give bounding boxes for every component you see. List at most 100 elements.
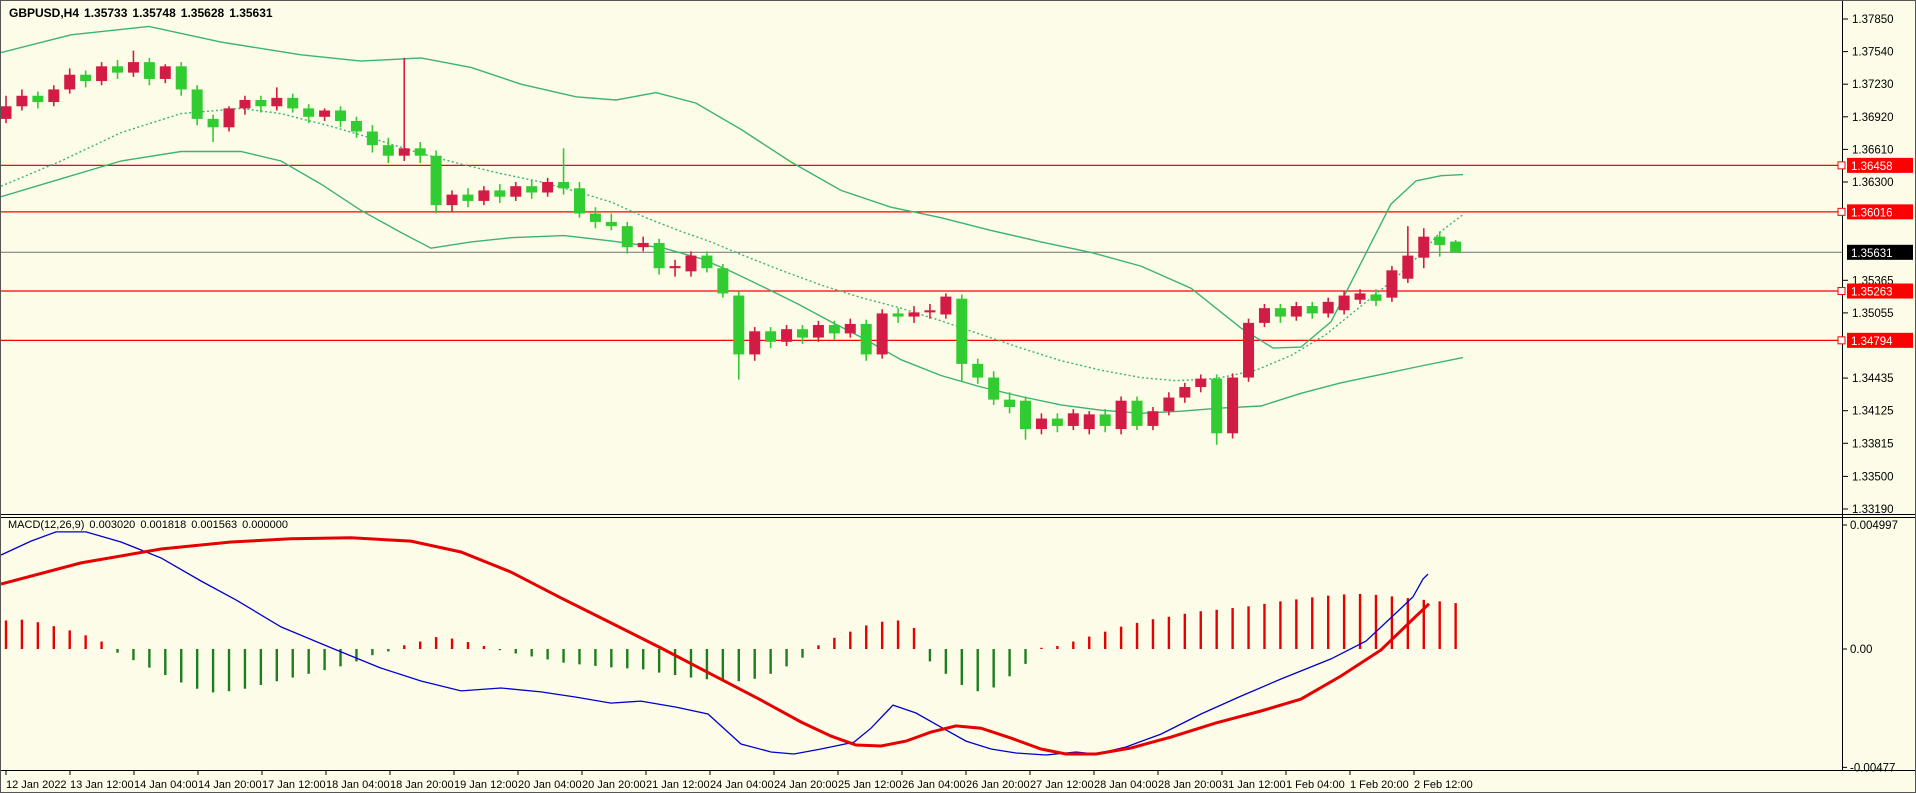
candle-body xyxy=(191,89,203,119)
level-price-badge[interactable] xyxy=(1847,332,1913,348)
candle-body xyxy=(797,329,808,338)
time-tick-label: 12 Jan 2022 xyxy=(6,779,67,791)
level-line-handle[interactable] xyxy=(1837,207,1846,216)
price-tick-label: 1.33190 xyxy=(1852,504,1894,516)
candle-body xyxy=(573,188,585,214)
symbol-period-label: GBPUSD,H4 xyxy=(9,6,80,20)
price-tick-label: 1.34435 xyxy=(1852,373,1894,385)
macd-value-4: 0.000000 xyxy=(242,519,288,531)
candle-body xyxy=(1004,399,1016,408)
candle-body xyxy=(1370,294,1382,301)
time-tick-label: 1 Feb 20:00 xyxy=(1350,779,1409,791)
candle-body xyxy=(350,120,362,132)
candle-body xyxy=(64,74,76,90)
candle-body xyxy=(159,66,171,79)
candle-body xyxy=(1211,378,1223,434)
time-tick-label: 2 Feb 12:00 xyxy=(1414,779,1473,791)
level-line-handle[interactable] xyxy=(1837,287,1846,296)
candle-body xyxy=(1083,414,1095,430)
candle-body xyxy=(988,377,1000,400)
badge-label: 1.35263 xyxy=(1851,287,1893,299)
level-price-badge[interactable] xyxy=(1847,204,1913,220)
macd-histogram xyxy=(4,593,1457,693)
level-price-badge[interactable] xyxy=(1847,157,1913,173)
time-tick-label: 31 Jan 12:00 xyxy=(1222,779,1286,791)
current-price-badge[interactable] xyxy=(1847,244,1913,260)
candle-body xyxy=(1322,301,1334,314)
candle-body xyxy=(1020,400,1032,430)
price-tick-label: 1.36300 xyxy=(1852,177,1894,189)
time-tick-label: 14 Jan 20:00 xyxy=(198,779,262,791)
candle-body xyxy=(1354,293,1366,300)
candle-body xyxy=(733,295,745,355)
candle-body xyxy=(143,62,155,79)
price-axis-badges[interactable]: 1.36458 1.36016 1.35263 1.34794 1.35631 xyxy=(1837,157,1913,348)
candle-body xyxy=(510,186,522,197)
price-tick-label: 1.33815 xyxy=(1852,438,1894,450)
candle-body xyxy=(717,268,729,294)
candle-body xyxy=(1274,308,1286,317)
level-price-badge[interactable] xyxy=(1847,283,1913,299)
candle-body xyxy=(319,110,331,117)
candle-body xyxy=(80,74,92,82)
candle-body xyxy=(1131,400,1143,426)
candle-body xyxy=(956,298,968,364)
price-tick-label: 1.34125 xyxy=(1852,406,1894,418)
candle-body xyxy=(828,324,840,334)
candle-body xyxy=(382,145,394,156)
candle-body xyxy=(1195,378,1207,388)
candle-body xyxy=(1386,270,1398,298)
time-axis[interactable]: 12 Jan 2022 13 Jan 12:00 14 Jan 04:00 14 Ja… xyxy=(5,770,1473,791)
candle-body xyxy=(1338,295,1350,311)
candle-body xyxy=(1290,306,1302,317)
candle-body xyxy=(335,110,347,121)
macd-tick-label: 0.00 xyxy=(1850,644,1872,656)
candle-body xyxy=(1434,236,1446,246)
macd-name: MACD(12,26,9) xyxy=(8,519,85,531)
candle-body xyxy=(1051,418,1063,426)
time-tick-label: 24 Jan 20:00 xyxy=(774,779,838,791)
candle-body xyxy=(462,194,474,201)
time-tick-label: 14 Jan 04:00 xyxy=(134,779,198,791)
level-line-handle[interactable] xyxy=(1837,336,1846,345)
time-tick-label: 20 Jan 04:00 xyxy=(518,779,582,791)
price-tick-label: 1.36920 xyxy=(1852,112,1894,124)
price-tick-label: 1.35055 xyxy=(1852,308,1894,320)
candle-body xyxy=(287,97,299,109)
macd-line xyxy=(1,531,1429,756)
candle-body xyxy=(1227,377,1239,434)
macd-tick-label: -0.00477 xyxy=(1850,762,1895,774)
macd-signal-line xyxy=(1,536,1431,756)
macd-value-3: 0.001563 xyxy=(191,519,238,531)
time-tick-label: 26 Jan 04:00 xyxy=(902,779,966,791)
candle-body xyxy=(908,312,920,317)
time-tick-label: 28 Jan 04:00 xyxy=(1094,779,1158,791)
level-line-handle[interactable] xyxy=(1837,161,1846,170)
panel-borders xyxy=(1,1,1915,771)
candle-body xyxy=(32,95,44,103)
candle-body xyxy=(303,108,315,117)
candle-body xyxy=(1306,306,1318,314)
price-tick-label: 1.37540 xyxy=(1852,47,1894,59)
horizontal-level-lines[interactable] xyxy=(1,164,1842,341)
candle-body xyxy=(1402,255,1414,279)
candle-body xyxy=(430,155,442,206)
price-tick-label: 1.37850 xyxy=(1852,14,1894,26)
candle-body xyxy=(526,186,538,193)
candle-body xyxy=(366,131,378,146)
price-tick-label: 1.33500 xyxy=(1852,471,1894,483)
candle-body xyxy=(1258,308,1270,323)
candle-body xyxy=(701,255,713,269)
candle-body xyxy=(1,106,12,119)
candle-body xyxy=(175,66,187,90)
candle-body xyxy=(653,242,665,269)
ohlc-open: 1.35733 xyxy=(84,6,128,20)
ohlc-low: 1.35628 xyxy=(180,6,225,20)
candle-body xyxy=(765,331,777,342)
badge-label: 1.36016 xyxy=(1851,207,1893,219)
badge-label: 1.36458 xyxy=(1851,161,1893,173)
candle-body xyxy=(1099,414,1111,426)
candle-body xyxy=(924,310,936,313)
